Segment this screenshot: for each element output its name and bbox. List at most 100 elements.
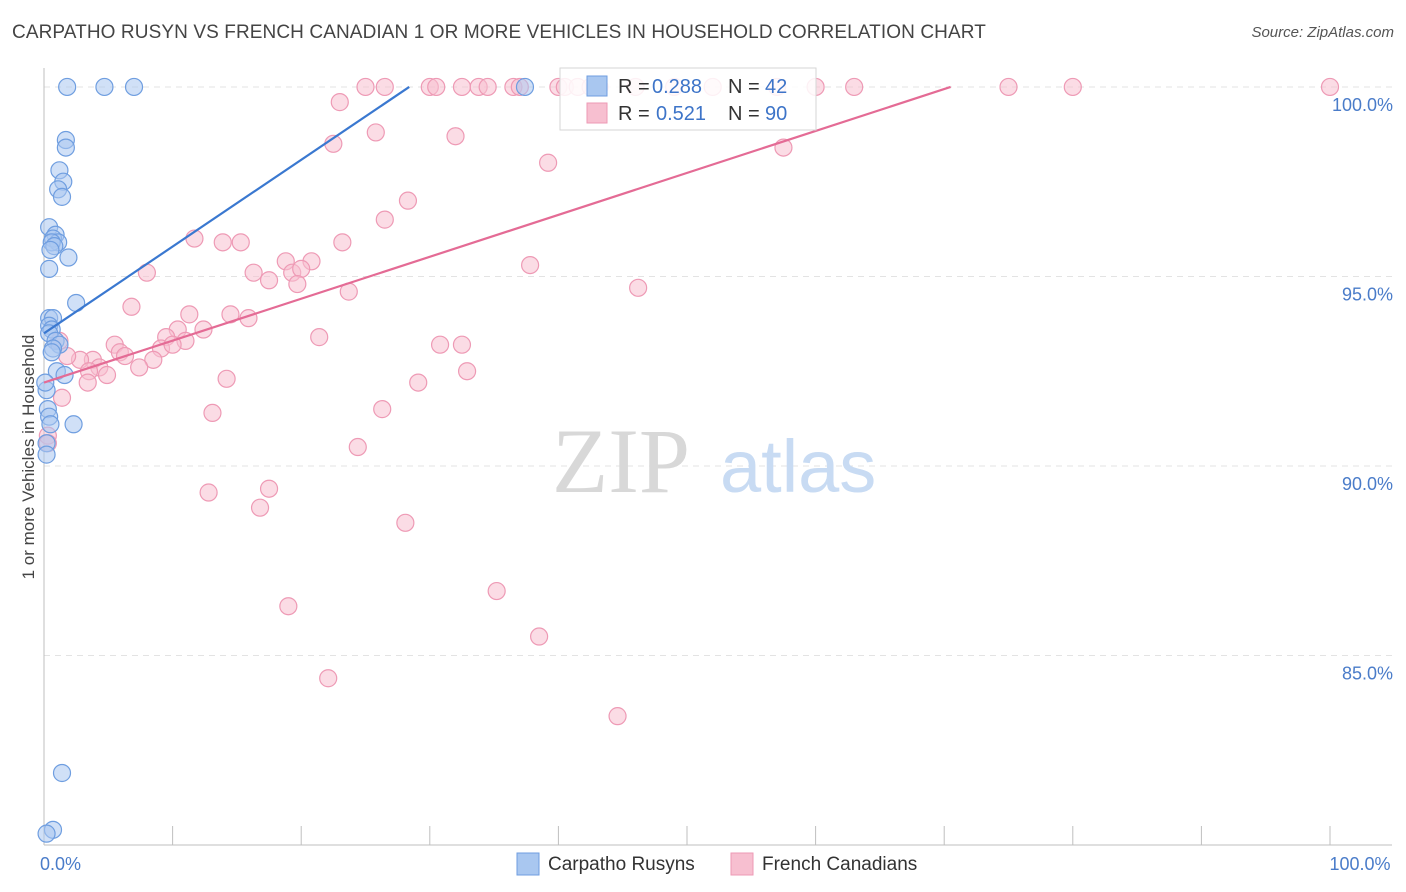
french-point-67 [130,358,149,377]
bottom-legend-swatch-blue [516,852,540,876]
carpatho-point-2 [124,77,144,97]
legend-n-label-1: N = [728,76,760,98]
watermark-zip: ZIP [552,410,690,512]
french-point-88 [608,707,627,726]
carpatho-point-34 [41,415,60,434]
french-point-18 [845,77,864,97]
french-point-19 [999,77,1018,97]
legend-r-label-2: R = [618,103,650,125]
carpatho-point-19 [67,293,86,313]
french-point-46 [180,305,199,324]
french-point-40 [292,259,311,278]
carpatho-point-1 [95,77,114,97]
y-tick-label-3: 85.0% [1342,663,1393,683]
french-point-23 [366,123,385,142]
source-label: Source: ZipAtlas.com [1251,24,1394,41]
carpatho-point-35 [64,415,83,434]
french-point-32 [231,233,250,252]
french-point-24 [446,127,465,146]
axes [43,68,1392,846]
series-carpatho-rusyns [36,77,535,843]
french-point-74 [52,388,72,407]
trend-line-carpatho-rusyns [43,86,410,335]
french-point-20 [1063,77,1082,97]
french-point-0 [356,77,375,97]
legend-swatch-blue [586,75,608,97]
legend-box: R = 0.288 N = 42 R = 0.521 N = 90 [559,67,817,131]
french-point-3 [452,77,472,97]
carpatho-point-0 [58,77,77,97]
bottom-legend-label-1: Carpatho Rusyns [548,854,695,875]
french-point-29 [375,210,394,229]
watermark-atlas: atlas [720,425,876,508]
carpatho-point-3 [515,77,535,97]
legend-r-label-1: R = [618,76,650,98]
x-tick-label-0: 0.0% [40,854,81,874]
carpatho-point-18 [40,259,59,278]
french-point-80 [199,483,218,502]
carpatho-point-17 [59,248,78,267]
x-tick-label-1: 100.0% [1329,854,1390,874]
french-point-44 [629,278,648,297]
french-point-33 [333,233,352,252]
carpatho-point-38 [52,763,72,783]
french-point-85 [279,597,298,616]
french-point-71 [78,373,97,392]
french-point-51 [310,328,329,347]
french-point-83 [396,513,415,532]
legend-swatch-pink [586,102,608,124]
series-french-canadians [38,77,1340,726]
bottom-legend-label-2: French Canadians [762,854,917,875]
french-point-70 [457,362,477,381]
french-point-79 [348,437,367,457]
gridlines [44,86,1392,656]
french-point-81 [259,479,279,498]
french-point-5 [478,77,497,97]
french-point-45 [122,297,141,316]
french-point-73 [409,373,428,392]
legend-r-value-1: 0.288 [652,76,702,98]
french-point-28 [398,191,418,210]
carpatho-point-28 [42,343,61,362]
carpatho-point-9 [52,187,72,206]
watermark: ZIP atlas [552,410,876,512]
french-point-61 [144,350,163,369]
french-point-69 [97,365,117,385]
y-tick-labels: 100.0% 95.0% 90.0% 85.0% [1332,95,1393,684]
bottom-legend: Carpatho Rusyns French Canadians [516,852,917,876]
bottom-legend-swatch-pink [730,852,754,876]
french-point-87 [319,669,338,688]
y-tick-label-0: 100.0% [1332,95,1393,115]
carpatho-point-40 [37,824,56,843]
carpatho-point-37 [37,445,56,464]
french-point-21 [1320,77,1340,97]
french-point-89 [427,77,446,97]
french-point-55 [430,335,450,354]
trend-lines [43,85,951,384]
french-point-26 [539,153,558,172]
french-point-76 [203,403,222,423]
french-point-60 [163,335,182,354]
chart-title: CARPATHO RUSYN VS FRENCH CANADIAN 1 OR M… [12,22,986,43]
trend-line-french-canadians [43,85,951,384]
french-point-86 [530,627,549,646]
french-point-31 [213,233,232,252]
x-tick-labels: 0.0% 100.0% [40,854,1391,874]
french-point-22 [330,93,349,112]
french-point-1 [375,77,394,97]
french-point-56 [452,335,472,354]
y-axis-label: 1 or more Vehicles in Household [19,335,38,580]
carpatho-point-16 [41,240,60,260]
french-point-75 [373,400,392,419]
legend-n-label-2: N = [728,103,760,125]
french-point-72 [217,369,236,388]
french-point-38 [244,263,263,282]
legend-n-value-1: 42 [765,76,787,98]
french-point-82 [250,498,270,517]
y-tick-label-2: 90.0% [1342,474,1393,494]
french-point-84 [487,581,506,601]
french-point-41 [259,271,279,290]
y-tick-label-1: 95.0% [1342,284,1393,304]
french-point-36 [521,255,540,275]
